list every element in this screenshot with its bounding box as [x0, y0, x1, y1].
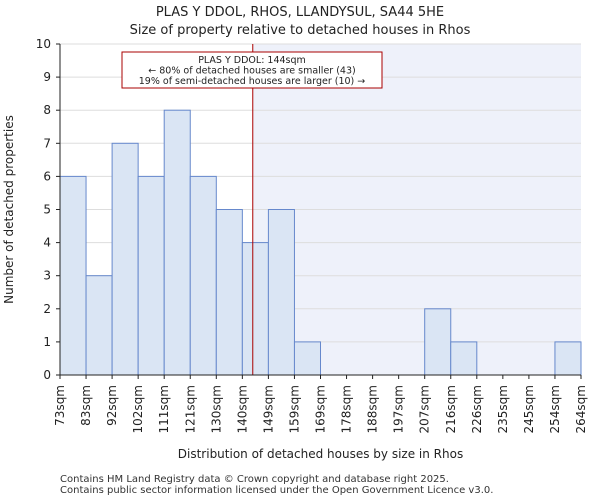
y-tick-label: 2 [43, 302, 51, 316]
annotation-box [121, 51, 383, 89]
x-tick-label: 169sqm [314, 385, 328, 433]
x-tick-label: 159sqm [287, 385, 301, 433]
y-tick-label: 3 [43, 269, 51, 283]
x-tick-label: 197sqm [392, 385, 406, 433]
y-tick-label: 0 [43, 368, 51, 382]
footer-copyright: Contains HM Land Registry data © Crown c… [60, 474, 449, 485]
footer-licence: Contains public sector information licen… [60, 485, 494, 496]
bar-83sqm [85, 275, 113, 376]
bar-149sqm [267, 209, 295, 376]
x-tick-label: 111sqm [157, 385, 171, 433]
bar-73sqm [59, 175, 87, 376]
chart-title: PLAS Y DDOL, RHOS, LLANDYSUL, SA44 5HE [155, 5, 445, 20]
x-tick-label: 83sqm [79, 385, 93, 426]
y-axis-title: Number of detached properties [2, 115, 16, 304]
bar-207sqm [424, 308, 452, 376]
histogram-chart: 0 1 2 3 4 5 6 7 8 9 10 73sqm 83sqm 92sqm 102sqm 111sqm 1… [2, 37, 588, 461]
y-tick-label: 8 [43, 103, 51, 117]
x-tick-label: 188sqm [366, 385, 380, 433]
x-tick-label: 207sqm [418, 385, 432, 433]
bar-254sqm [554, 341, 582, 376]
y-tick-label: 9 [43, 70, 51, 84]
x-tick-label: 216sqm [444, 385, 458, 433]
annotation-line-3: 19% of semi-detached houses are larger (… [139, 76, 366, 87]
chart-subtitle: Size of property relative to detached ho… [129, 23, 471, 38]
y-tick-label: 1 [43, 335, 51, 349]
bar-111sqm [163, 109, 191, 376]
x-tick-label: 254sqm [548, 385, 562, 433]
bar-130sqm [215, 209, 243, 376]
bar-102sqm [137, 175, 165, 376]
x-tick-label: 92sqm [105, 385, 119, 426]
bar-140sqm [241, 242, 269, 376]
y-tick-label: 6 [43, 169, 51, 183]
x-tick-label: 245sqm [522, 385, 536, 433]
x-tick-label: 121sqm [183, 385, 197, 433]
x-tick-label: 235sqm [496, 385, 510, 433]
bar-92sqm [111, 142, 139, 376]
bar-216sqm [450, 341, 478, 376]
annotation-line-2: ← 80% of detached houses are smaller (43… [148, 66, 355, 77]
x-axis-title: Distribution of detached houses by size … [178, 447, 463, 461]
x-tick-label: 178sqm [340, 385, 354, 433]
x-tick-label: 73sqm [53, 385, 67, 426]
x-tick-label: 130sqm [209, 385, 223, 433]
bar-121sqm [189, 175, 217, 376]
annotation-line-1: PLAS Y DDOL: 144sqm [198, 55, 306, 66]
bar-159sqm [293, 341, 322, 376]
y-tick-label: 7 [43, 136, 51, 150]
y-tick-label: 5 [43, 203, 51, 217]
x-tick-label: 226sqm [470, 385, 484, 433]
x-tick-label: 149sqm [261, 385, 275, 433]
x-tick-label: 102sqm [131, 385, 145, 433]
y-tick-label: 4 [43, 236, 51, 250]
y-tick-label: 10 [36, 37, 51, 51]
x-tick-label: 140sqm [235, 385, 249, 433]
x-tick-label: 264sqm [574, 385, 588, 433]
